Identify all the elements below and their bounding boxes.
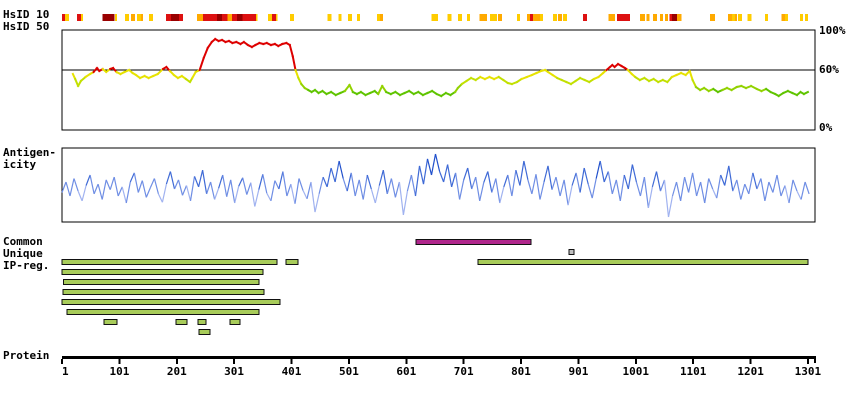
protein-position-axis: 1 101 201 301 401 501 601 701 801 901 1001 1101 1201… — [61, 356, 822, 378]
ip-region-bar — [61, 259, 278, 265]
ip-region-bar — [66, 309, 260, 315]
ip-region-bar — [197, 319, 207, 325]
hsid10-heatmap-strip — [62, 14, 808, 21]
common-region-bar — [415, 239, 532, 245]
ip-region-bar — [63, 279, 260, 285]
ip-region-bar — [62, 289, 265, 295]
common-track-label: Common — [3, 235, 43, 248]
ip-region-bar — [61, 299, 281, 305]
axis-tick-label: 501 — [339, 365, 359, 378]
antigenicity-label-line1: Antigen- — [3, 146, 56, 159]
ip-region-bar — [103, 319, 118, 325]
unique-track-label: Unique — [3, 247, 43, 260]
axis-tick-label: 1301 — [795, 365, 822, 378]
ip-region-bar — [285, 259, 299, 265]
antigenicity-label-line2: icity — [3, 158, 37, 171]
identity-chart-panel — [61, 29, 816, 131]
axis-tick-label: 301 — [224, 365, 244, 378]
axis-tick-label: 901 — [568, 365, 588, 378]
y-axis-100pct-label: 100% — [819, 24, 846, 37]
ip-region-bar — [61, 269, 264, 275]
axis-tick-label: 1001 — [623, 365, 650, 378]
region-tracks-panel — [61, 239, 809, 335]
axis-tick-label: 401 — [282, 365, 302, 378]
axis-tick-label: 801 — [511, 365, 531, 378]
ip-region-bar — [175, 319, 188, 325]
axis-tick-label: 701 — [454, 365, 474, 378]
axis-tick-label: 601 — [396, 365, 416, 378]
ip-region-bar — [229, 319, 241, 325]
axis-tick-label: 1 — [62, 365, 69, 378]
hsid50-label: HsID 50 — [3, 20, 50, 33]
axis-tick-label: 1101 — [680, 365, 707, 378]
axis-tick-label: 201 — [167, 365, 187, 378]
axis-tick-label: 1201 — [737, 365, 764, 378]
ip-region-bar — [477, 259, 809, 265]
axis-tick-label: 101 — [109, 365, 129, 378]
ip-reg-track-label: IP-reg. — [3, 259, 50, 272]
protein-axis-label: Protein — [3, 349, 50, 362]
y-axis-60pct-label: 60% — [819, 63, 839, 76]
hsid10-label: HsID 10 — [3, 8, 50, 21]
unique-region-bar — [568, 249, 575, 255]
y-axis-0pct-label: 0% — [819, 121, 833, 134]
ip-region-bar — [198, 329, 211, 335]
antigenicity-chart-panel — [61, 147, 816, 223]
